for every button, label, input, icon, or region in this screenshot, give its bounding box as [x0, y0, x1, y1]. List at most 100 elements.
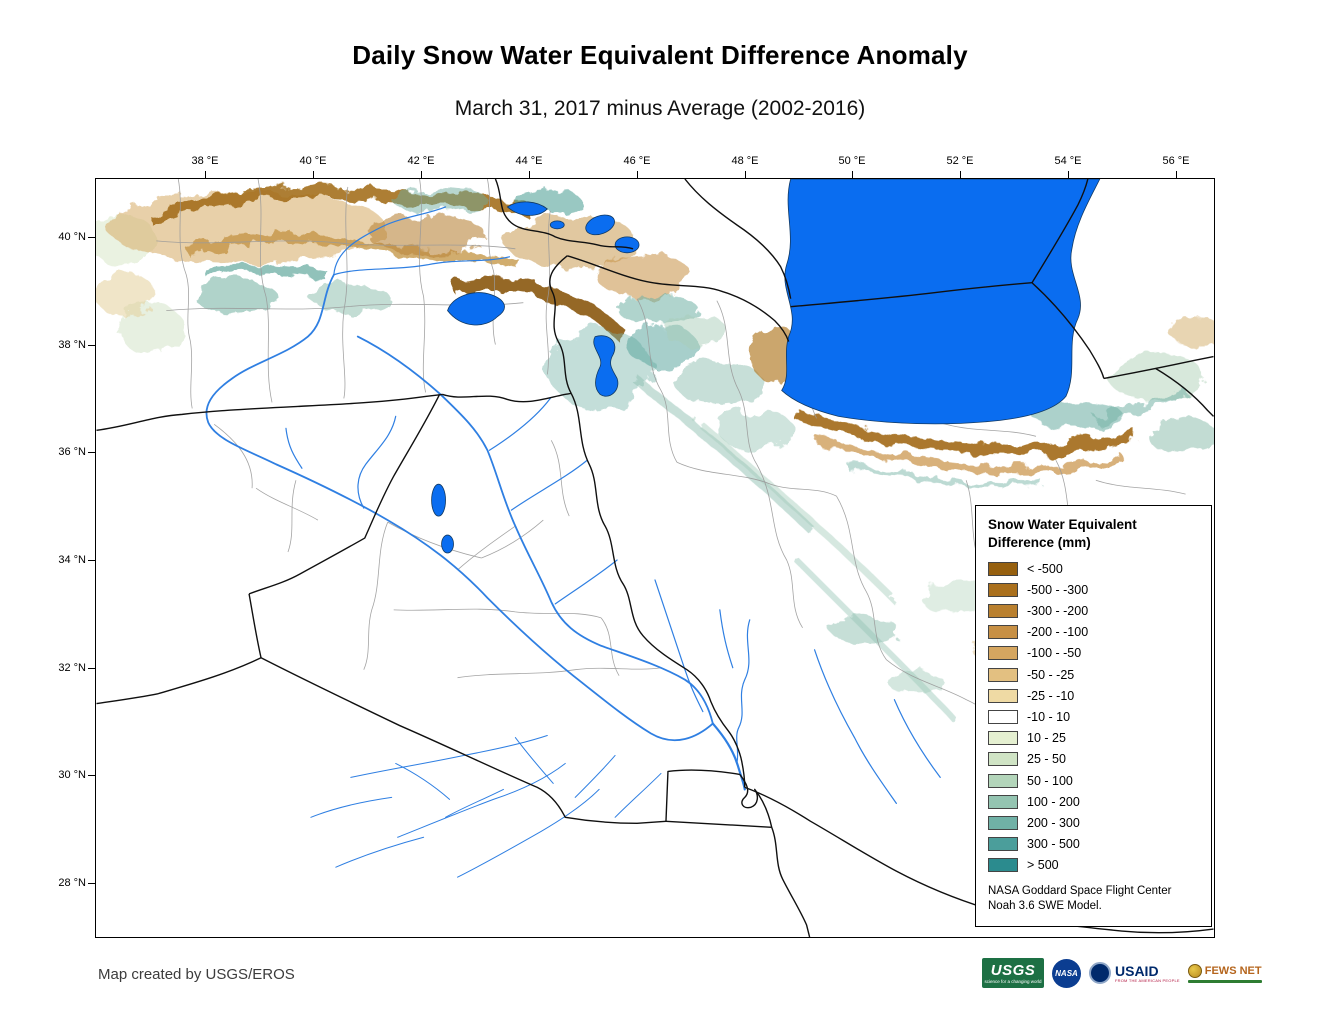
usaid-logo-tagline: FROM THE AMERICAN PEOPLE — [1115, 977, 1180, 983]
usgs-logo-tagline: science for a changing world — [984, 978, 1042, 984]
lat-label: 28 °N — [58, 877, 86, 889]
legend-row: 10 - 25 — [988, 728, 1203, 749]
legend-row: 200 - 300 — [988, 812, 1203, 833]
caspian-sea — [781, 179, 1101, 425]
legend-label: 25 - 50 — [1027, 752, 1066, 767]
lat-tick — [88, 560, 95, 561]
lake-razzaza — [441, 534, 454, 554]
legend-swatch — [988, 561, 1018, 576]
legend-swatch — [988, 604, 1018, 619]
legend-label: 100 - 200 — [1027, 794, 1080, 809]
lat-label: 34 °N — [58, 554, 86, 566]
legend-swatch — [988, 773, 1018, 788]
legend-swatch — [988, 688, 1018, 703]
lat-tick — [88, 883, 95, 884]
nasa-logo: NASA — [1052, 958, 1081, 988]
legend-label: 200 - 300 — [1027, 815, 1080, 830]
usaid-logo-text: USAID — [1115, 962, 1159, 979]
legend-row: 50 - 100 — [988, 770, 1203, 791]
legend-row: 300 - 500 — [988, 834, 1203, 855]
lake-urmia — [593, 335, 619, 397]
usaid-logo: USAID FROM THE AMERICAN PEOPLE — [1089, 962, 1180, 984]
legend-row: -500 - -300 — [988, 579, 1203, 600]
fews-net-logo: FEWS NET — [1187, 963, 1262, 983]
lon-tick — [313, 171, 314, 178]
lat-label: 32 °N — [58, 662, 86, 674]
map-canvas — [96, 179, 1214, 937]
legend-rows: < -500 -500 - -300 -300 - -200 -200 - -1… — [988, 558, 1203, 876]
legend-swatch — [988, 858, 1018, 873]
legend-label: -50 - -25 — [1027, 667, 1075, 682]
lon-label: 56 °E — [1162, 155, 1190, 167]
legend-label: > 500 — [1027, 858, 1059, 873]
legend-label: -10 - 10 — [1027, 710, 1071, 724]
legend-swatch — [988, 667, 1018, 682]
lon-label: 42 °E — [407, 155, 435, 167]
legend-swatch — [988, 794, 1018, 809]
lon-tick — [637, 171, 638, 178]
lat-tick — [88, 775, 95, 776]
lon-label: 40 °E — [299, 155, 327, 167]
terrain-anomaly-layer — [96, 184, 1214, 805]
legend-note: NASA Goddard Space Flight Center Noah 3.… — [988, 884, 1172, 913]
legend-swatch — [988, 646, 1018, 661]
small-lake — [549, 220, 565, 230]
water-bodies — [431, 179, 1101, 554]
legend-row: 25 - 50 — [988, 749, 1203, 770]
euphrates-river — [205, 273, 714, 742]
usaid-seal-icon — [1089, 962, 1111, 984]
lat-label: 30 °N — [58, 769, 86, 781]
legend-title: Snow Water Equivalent Difference (mm) — [988, 517, 1137, 550]
legend-label: -100 - -50 — [1027, 646, 1082, 661]
lon-tick — [852, 171, 853, 178]
legend-label: 10 - 25 — [1027, 731, 1066, 746]
agency-logos: USGS science for a changing world NASA U… — [982, 958, 1262, 988]
legend-row: > 500 — [988, 855, 1203, 876]
legend-row: -50 - -25 — [988, 664, 1203, 685]
usgs-logo: USGS science for a changing world — [982, 958, 1044, 988]
lon-label: 46 °E — [623, 155, 651, 167]
page-title: Daily Snow Water Equivalent Difference A… — [352, 40, 968, 70]
legend-label: 300 - 500 — [1027, 837, 1080, 852]
legend-row: -100 - -50 — [988, 643, 1203, 664]
lat-tick — [88, 345, 95, 346]
country-borders — [96, 179, 1214, 937]
lat-label: 38 °N — [58, 339, 86, 351]
lat-label: 40 °N — [58, 231, 86, 243]
globe-icon — [1187, 963, 1202, 978]
legend-label: 50 - 100 — [1027, 773, 1073, 788]
shatt-al-arab — [711, 722, 746, 791]
legend: Snow Water Equivalent Difference (mm) < … — [975, 505, 1212, 927]
keban-reservoir — [506, 201, 548, 216]
lat-tick — [88, 237, 95, 238]
page-subtitle: March 31, 2017 minus Average (2002-2016) — [454, 97, 866, 120]
lat-tick — [88, 668, 95, 669]
lon-label: 54 °E — [1054, 155, 1082, 167]
lon-tick — [1068, 171, 1069, 178]
legend-row: -10 - 10 — [988, 706, 1203, 727]
legend-label: -25 - -10 — [1027, 688, 1075, 703]
legend-swatch — [988, 582, 1018, 597]
fews-net-tagline-bar — [1187, 979, 1262, 983]
lake-tharthar — [431, 483, 446, 517]
lon-tick — [745, 171, 746, 178]
lon-tick — [205, 171, 206, 178]
legend-swatch — [988, 710, 1018, 724]
lon-tick — [421, 171, 422, 178]
legend-label: -300 - -200 — [1027, 604, 1089, 619]
legend-row: -200 - -100 — [988, 622, 1203, 643]
lat-tick — [88, 452, 95, 453]
lake-van — [447, 292, 505, 326]
lon-label: 48 °E — [731, 155, 759, 167]
legend-swatch — [988, 731, 1018, 746]
legend-label: -200 - -100 — [1027, 625, 1089, 640]
legend-swatch — [988, 625, 1018, 640]
legend-row: -25 - -10 — [988, 685, 1203, 706]
map-credit: Map created by USGS/EROS — [98, 966, 295, 983]
lon-tick — [1176, 171, 1177, 178]
lon-label: 38 °E — [191, 155, 219, 167]
legend-swatch — [988, 752, 1018, 767]
lon-tick — [529, 171, 530, 178]
usgs-logo-text: USGS — [990, 961, 1036, 979]
